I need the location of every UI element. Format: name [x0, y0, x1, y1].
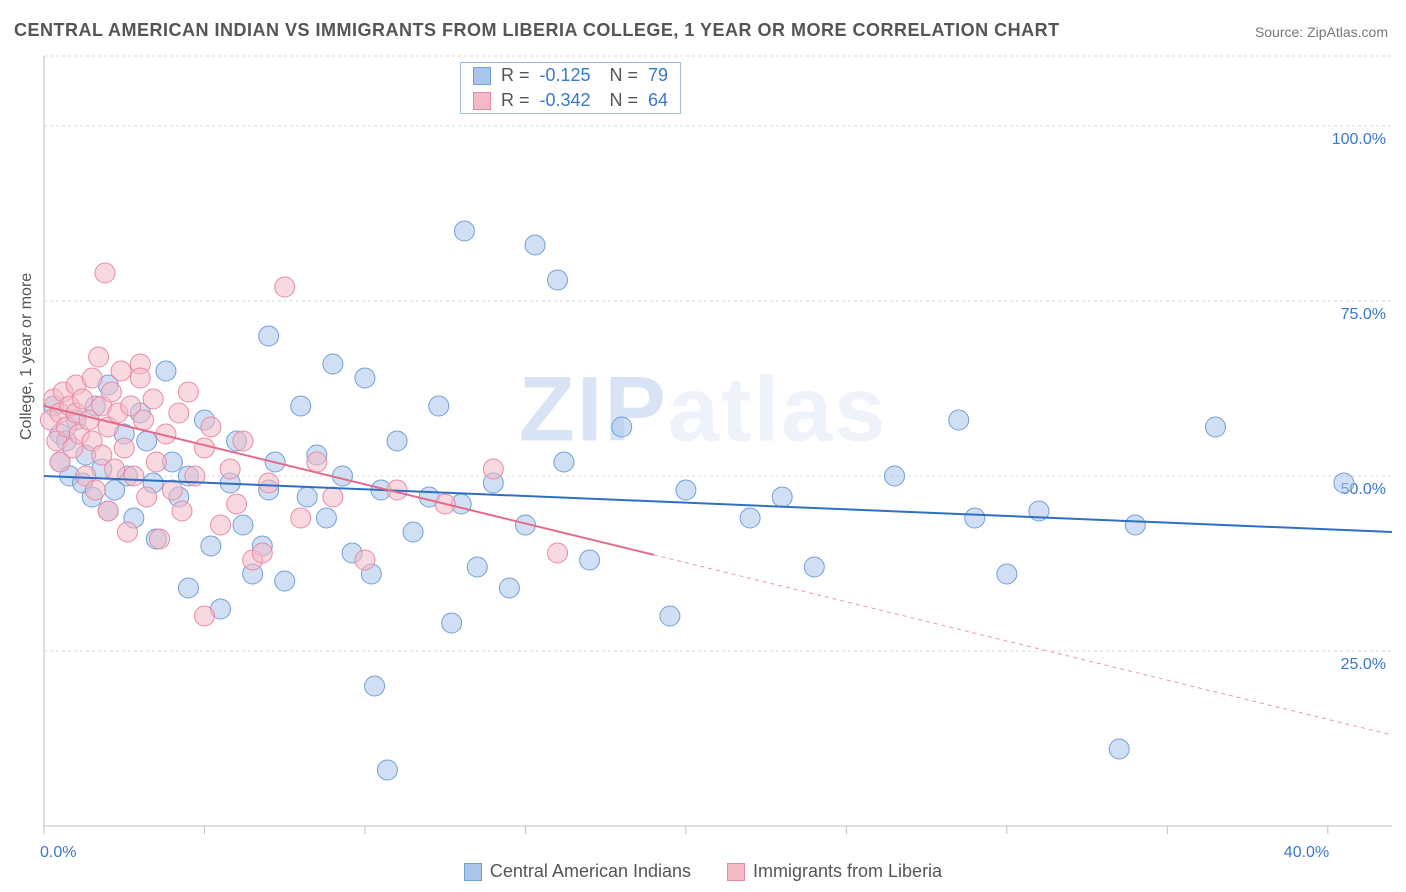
svg-text:100.0%: 100.0%: [1332, 131, 1386, 148]
legend-row-1: R = -0.125 N = 79: [461, 63, 680, 88]
n-label-2: N =: [610, 90, 639, 111]
bottom-swatch-pink: [727, 863, 745, 881]
bottom-legend: Central American Indians Immigrants from…: [0, 861, 1406, 882]
r-label-2: R =: [501, 90, 530, 111]
svg-text:25.0%: 25.0%: [1341, 656, 1386, 673]
bottom-label-1: Central American Indians: [490, 861, 691, 882]
n-label-1: N =: [610, 65, 639, 86]
r-value-2: -0.342: [540, 90, 600, 111]
svg-text:75.0%: 75.0%: [1341, 306, 1386, 323]
scatter-chart: 25.0%50.0%75.0%100.0%: [0, 0, 1406, 892]
bottom-label-2: Immigrants from Liberia: [753, 861, 942, 882]
n-value-1: 79: [648, 65, 668, 86]
correlation-legend: R = -0.125 N = 79 R = -0.342 N = 64: [460, 62, 681, 114]
bottom-swatch-blue: [464, 863, 482, 881]
x-axis-tick-40: 40.0%: [1284, 844, 1329, 862]
legend-row-2: R = -0.342 N = 64: [461, 88, 680, 113]
n-value-2: 64: [648, 90, 668, 111]
r-value-1: -0.125: [540, 65, 600, 86]
legend-item-2: Immigrants from Liberia: [727, 861, 942, 882]
legend-swatch-pink: [473, 92, 491, 110]
x-axis-tick-0: 0.0%: [40, 844, 76, 862]
legend-item-1: Central American Indians: [464, 861, 691, 882]
r-label-1: R =: [501, 65, 530, 86]
legend-swatch-blue: [473, 67, 491, 85]
chart-container: { "title": "CENTRAL AMERICAN INDIAN VS I…: [0, 0, 1406, 892]
